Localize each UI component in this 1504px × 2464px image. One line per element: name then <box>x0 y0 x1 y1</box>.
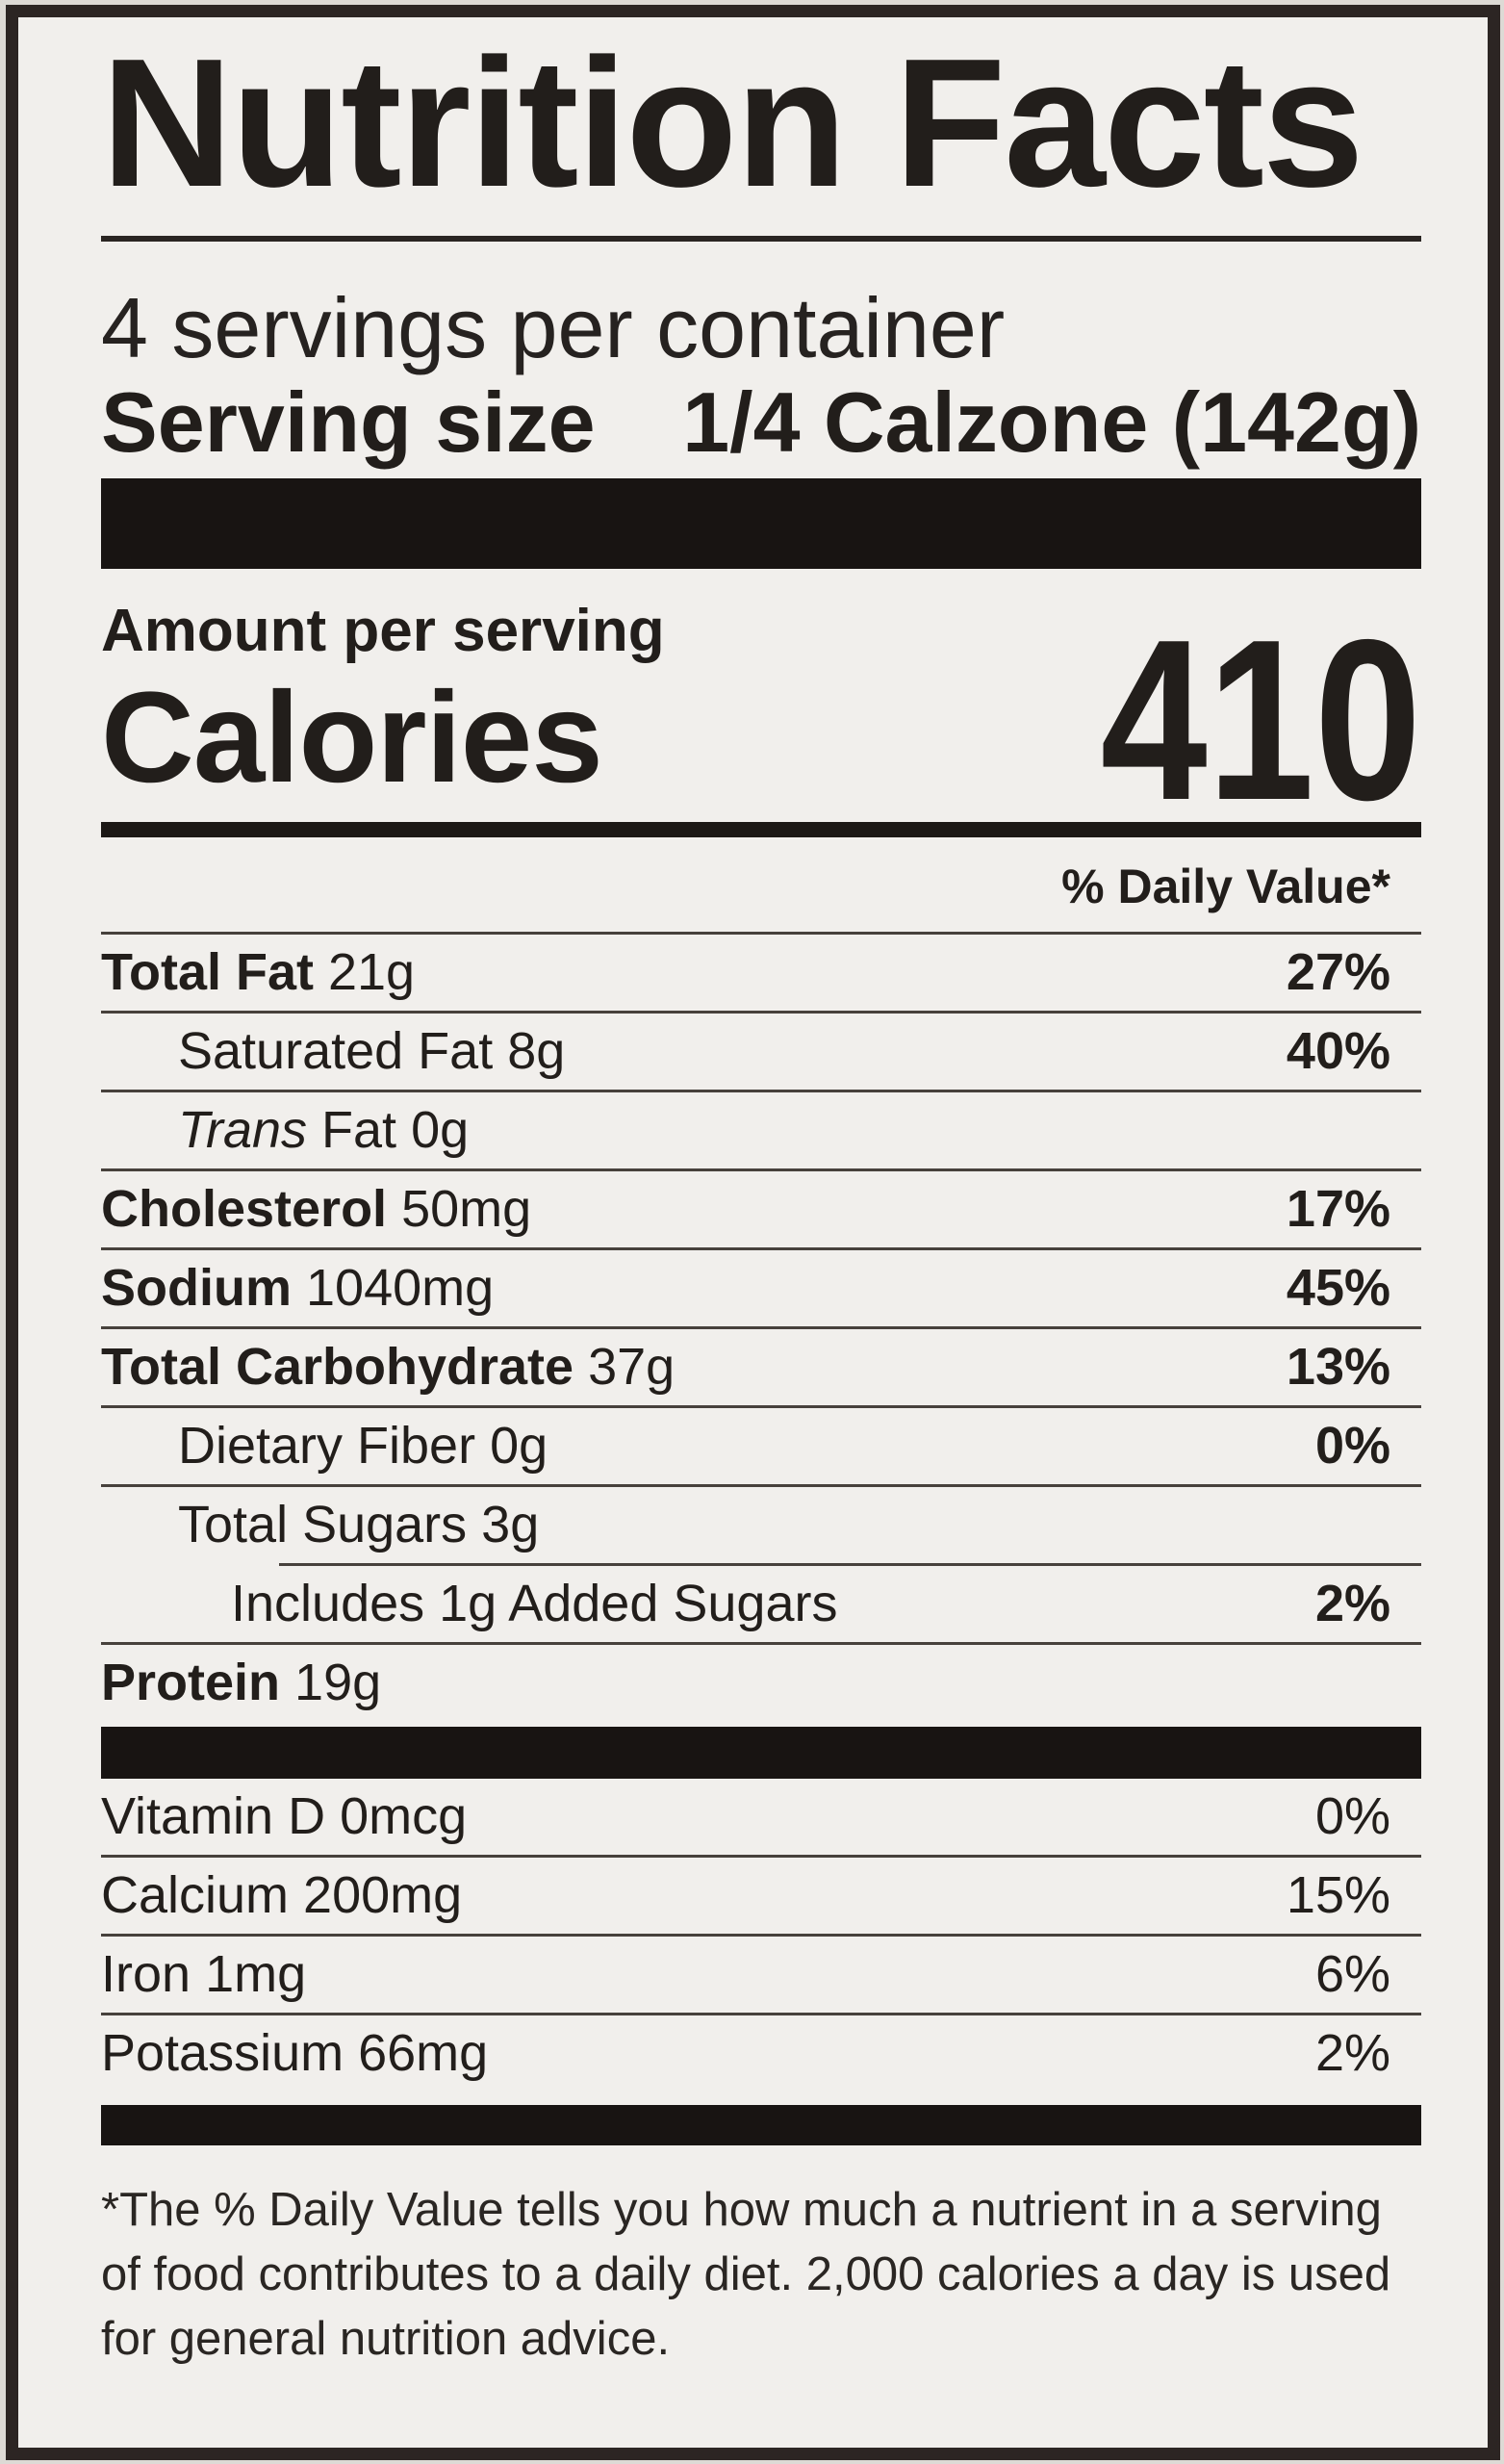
nutrient-row: Potassium 66mg 2% <box>101 2013 1421 2092</box>
nutrient-label: Protein 19g <box>101 1656 381 1708</box>
nutrient-row: Total Fat 21g 27% <box>101 935 1421 1011</box>
nutrient-label: Vitamin D 0mcg <box>101 1790 467 1842</box>
title-divider <box>101 236 1421 243</box>
nutrient-name: Saturated Fat <box>178 1022 494 1081</box>
nutrient-daily-value: 15% <box>1286 1866 1390 1925</box>
calories-value: 410 <box>1100 593 1421 849</box>
serving-size-label: Serving size <box>101 374 596 471</box>
nutrient-name: Protein <box>101 1654 281 1712</box>
nutrient-label: Total Fat 21g <box>101 946 415 998</box>
calories-divider <box>101 822 1421 838</box>
nutrient-row: Dietary Fiber 0g 0% <box>101 1405 1421 1484</box>
nutrient-daily-value: 40% <box>1286 1022 1390 1081</box>
nutrient-row: Protein 19g <box>101 1642 1421 1721</box>
nutrient-daily-value: 0% <box>1314 1417 1390 1476</box>
nutrient-amount: 50mg <box>401 1180 532 1239</box>
nutrient-label: Calcium 200mg <box>101 1869 462 1921</box>
nutrition-label: Nutrition Facts 4 servings per container… <box>6 5 1500 2460</box>
nutrient-label: Iron 1mg <box>101 1948 306 2000</box>
nutrient-amount: 3g <box>481 1496 540 1554</box>
nutrient-label: Cholesterol 50mg <box>101 1183 531 1235</box>
nutrient-daily-value: 6% <box>1314 1945 1390 2004</box>
calories-label: Calories <box>101 666 603 810</box>
nutrient-amount: 1mg <box>205 1945 307 2004</box>
nutrient-row: Total Carbohydrate 37g 13% <box>101 1326 1421 1405</box>
nutrient-daily-value: 13% <box>1286 1338 1390 1397</box>
nutrient-name: Calcium <box>101 1866 290 1925</box>
nutrient-name: Cholesterol <box>101 1180 388 1239</box>
amount-per-serving-label: Amount per serving <box>101 598 665 665</box>
nutrient-row: Cholesterol 50mg 17% <box>101 1168 1421 1247</box>
nutrient-amount: 200mg <box>303 1866 463 1925</box>
nutrient-label: Sodium 1040mg <box>101 1262 494 1314</box>
nutrient-daily-value: 45% <box>1286 1259 1390 1318</box>
nutrient-amount: 21g <box>327 943 416 1002</box>
nutrient-name: Total Fat <box>101 943 314 1002</box>
nutrient-name: Iron <box>101 1945 191 2004</box>
nutrient-name: Total Sugars <box>178 1496 468 1554</box>
nutrient-label: Includes 1g Added Sugars <box>231 1578 837 1630</box>
daily-value-header: % Daily Value* <box>1061 860 1390 914</box>
nutrient-label: Trans Fat 0g <box>178 1104 469 1156</box>
nutrient-row: Vitamin D 0mcg 0% <box>101 1779 1421 1855</box>
serving-size-value: 1/4 Calzone (142g) <box>682 374 1421 471</box>
nutrient-amount: 66mg <box>358 2024 489 2083</box>
nutrient-daily-value: 0% <box>1314 1787 1390 1846</box>
separator-bar <box>101 1727 1421 1780</box>
nutrient-row: Sodium 1040mg 45% <box>101 1247 1421 1326</box>
nutrient-row: Includes 1g Added Sugars 2% <box>101 1563 1421 1642</box>
nutrient-amount: 0g <box>411 1101 470 1160</box>
nutrient-row: Trans Fat 0g <box>101 1090 1421 1168</box>
label-title: Nutrition Facts <box>101 21 1364 225</box>
nutrient-name: Potassium <box>101 2024 344 2083</box>
servings-per-container: 4 servings per container <box>101 280 1006 376</box>
nutrient-label: Total Sugars 3g <box>178 1499 539 1551</box>
nutrient-name: Dietary Fiber <box>178 1417 476 1476</box>
separator-bar <box>101 478 1421 570</box>
nutrient-row: Total Sugars 3g <box>101 1484 1421 1563</box>
nutrient-amount: 1040mg <box>306 1259 495 1318</box>
nutrient-amount: 0mcg <box>340 1787 468 1846</box>
nutrient-name: Trans Fat <box>178 1101 397 1160</box>
nutrient-amount: 19g <box>294 1654 382 1712</box>
nutrient-row: Calcium 200mg 15% <box>101 1855 1421 1934</box>
nutrient-name: Vitamin D <box>101 1787 326 1846</box>
micronutrient-table: Vitamin D 0mcg 0% Calcium 200mg 15% Iron… <box>101 1779 1421 2092</box>
separator-bar <box>101 2105 1421 2146</box>
nutrient-amount: 37g <box>588 1338 676 1397</box>
nutrient-label: Potassium 66mg <box>101 2027 488 2079</box>
nutrient-daily-value: 17% <box>1286 1180 1390 1239</box>
nutrient-row: Iron 1mg 6% <box>101 1934 1421 2013</box>
nutrient-daily-value: 27% <box>1286 943 1390 1002</box>
nutrient-name: Total Carbohydrate <box>101 1338 574 1397</box>
nutrient-daily-value: 2% <box>1314 1575 1390 1633</box>
nutrient-amount: 0g <box>490 1417 548 1476</box>
calories-section: Amount per serving Calories 410 <box>101 593 1421 849</box>
nutrient-label: Total Carbohydrate 37g <box>101 1341 675 1393</box>
daily-value-footnote: *The % Daily Value tells you how much a … <box>101 2184 1391 2366</box>
nutrient-daily-value: 2% <box>1314 2024 1390 2083</box>
nutrient-name: Includes 1g Added Sugars <box>231 1575 838 1633</box>
serving-size-row: Serving size 1/4 Calzone (142g) <box>101 380 1421 465</box>
nutrient-label: Dietary Fiber 0g <box>178 1420 548 1472</box>
nutrient-amount: 8g <box>507 1022 566 1081</box>
nutrient-table: Total Fat 21g 27% Saturated Fat 8g 40% T… <box>101 932 1421 1721</box>
nutrient-row: Saturated Fat 8g 40% <box>101 1011 1421 1090</box>
nutrient-label: Saturated Fat 8g <box>178 1025 565 1077</box>
nutrient-name: Sodium <box>101 1259 292 1318</box>
